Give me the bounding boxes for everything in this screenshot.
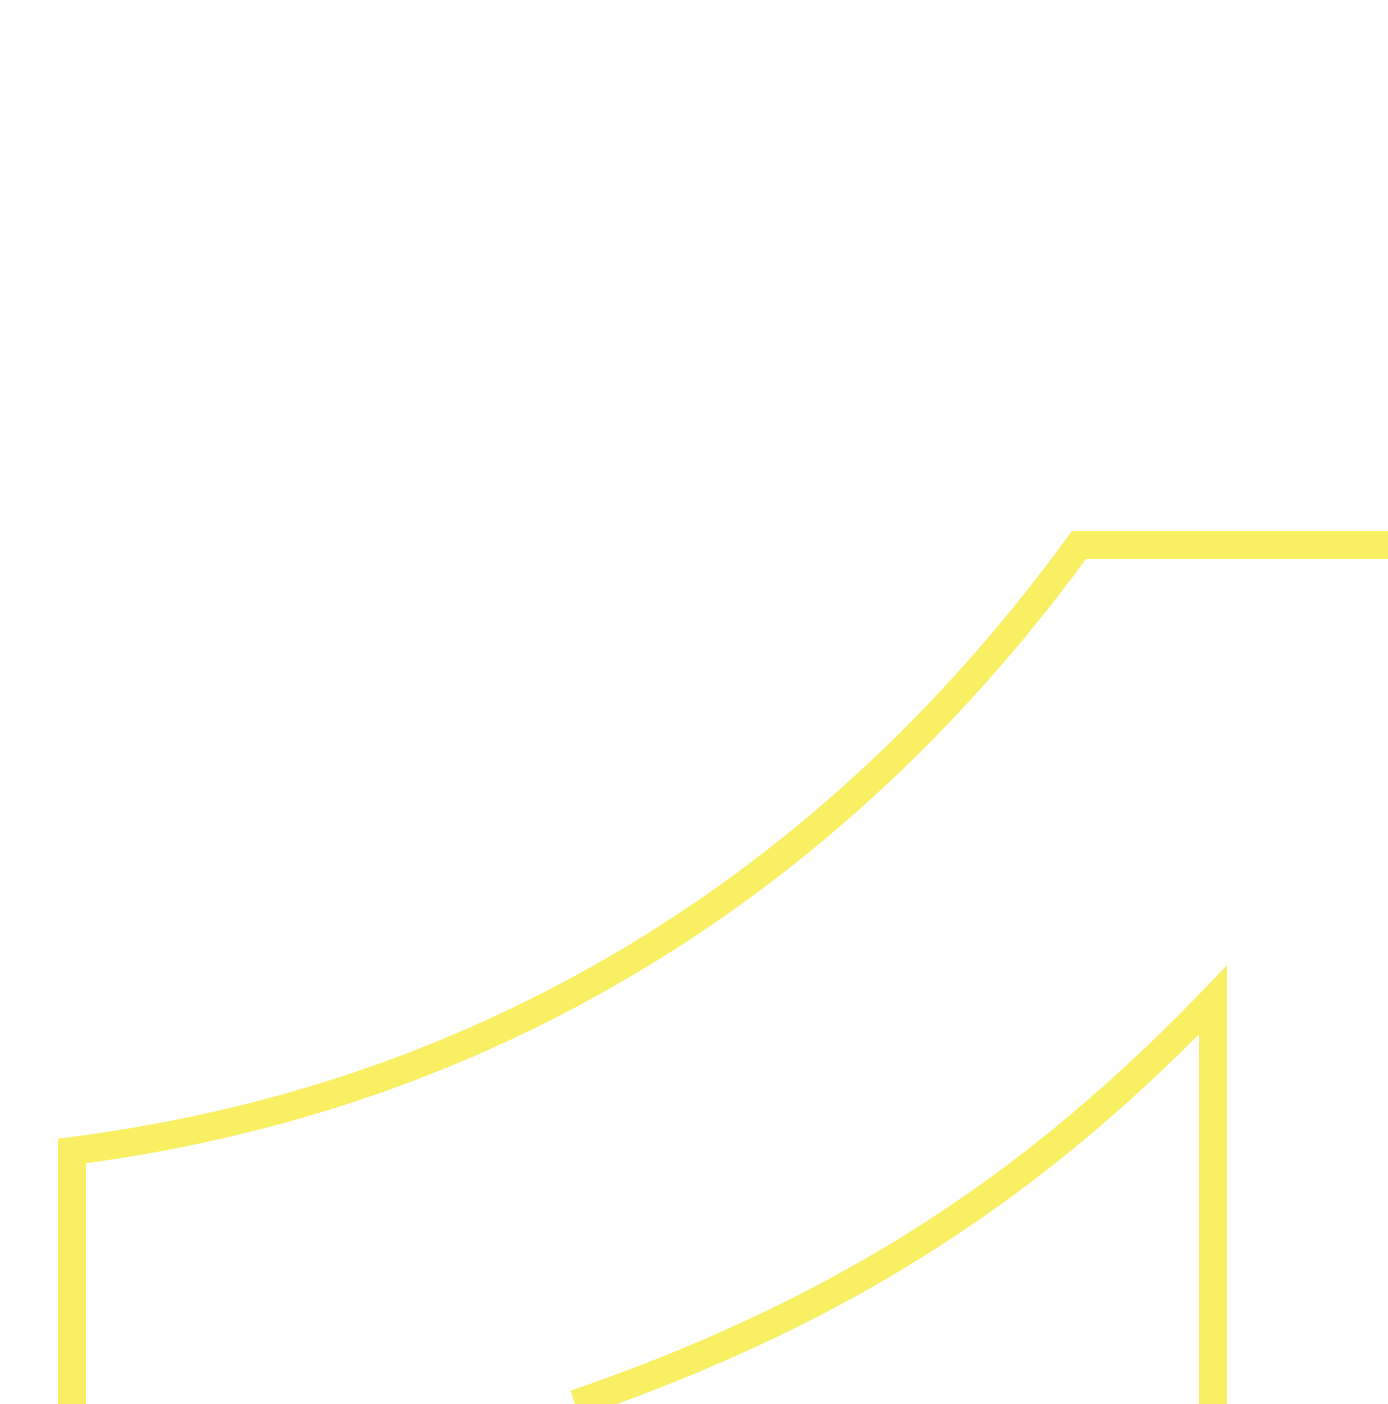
outer-curved-outline [58, 531, 1388, 1404]
inner-curved-outline [570, 965, 1227, 1404]
